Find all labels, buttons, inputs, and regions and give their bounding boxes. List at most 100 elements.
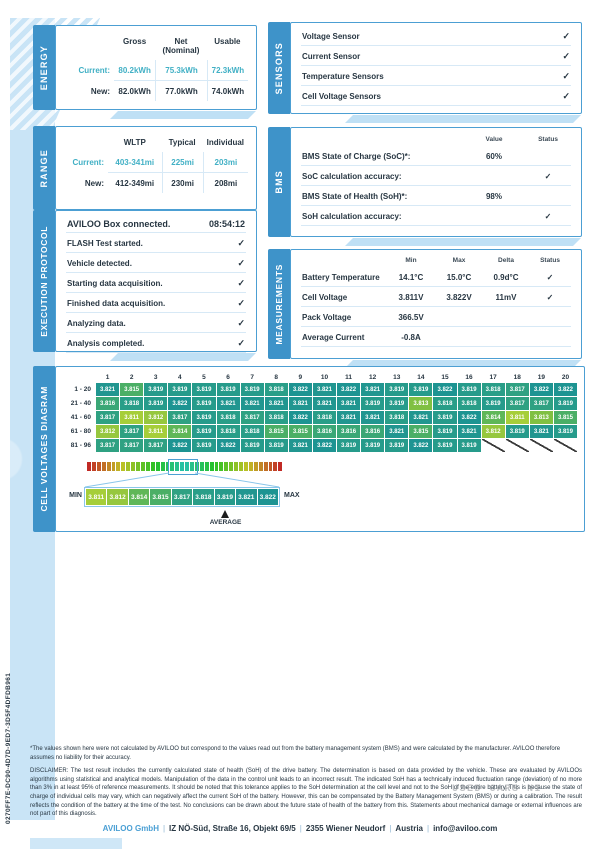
- scale-cell: 3.819: [214, 489, 236, 505]
- cell-voltage-value: 3.819: [144, 383, 168, 396]
- range-col-wltp: WLTP: [123, 138, 146, 147]
- section-cell-voltages: CELL VOLTAGES DIAGRAM 1 2 3 4 5 6 7 8 9 10 11 12 13 1…: [33, 366, 585, 532]
- cell-voltage-value: 3.817: [96, 439, 120, 452]
- cell-voltage-value: 3.822: [409, 439, 433, 452]
- cell-voltage-value: 3.819: [433, 425, 457, 438]
- cell-voltage-value: 3.814: [168, 425, 192, 438]
- grid-col-header: 12: [369, 374, 377, 381]
- spectrum-segment: [239, 462, 243, 471]
- scale-cell: 3.817: [171, 489, 193, 505]
- grid-row-label: 41 - 60: [70, 414, 91, 421]
- cell-voltage-value: 3.822: [433, 383, 457, 396]
- grid-row-label: 81 - 96: [70, 442, 91, 449]
- spectrum-segment: [278, 462, 283, 471]
- spectrum-highlight-box: [168, 459, 198, 475]
- cell-voltages-panel: 1 2 3 4 5 6 7 8 9 10 11 12 13 14 15 16 17 18 19 20 1 - 20 3.8…: [55, 366, 585, 532]
- energy-row-new-label: New:: [90, 87, 110, 96]
- cell-voltage-value: 3.817: [505, 397, 529, 410]
- cell-voltage-value: 3.817: [96, 411, 120, 424]
- cell-voltage-value: 3.819: [505, 425, 529, 438]
- range-tab: RANGE: [33, 126, 55, 210]
- protocol-tab: EXECUTION PROTOCOL: [33, 210, 55, 352]
- cell-voltage-value: 3.819: [385, 439, 409, 452]
- spectrum-segment: [199, 462, 204, 471]
- sensors-tab: SENSORS: [268, 22, 290, 114]
- cell-voltage-value: 3.822: [288, 383, 312, 396]
- spectrum-segment: [253, 462, 258, 471]
- cell-voltage-value: 3.811: [120, 411, 144, 424]
- footer-brand: AVILOO GmbH: [102, 824, 159, 833]
- sensor-label: Voltage Sensor: [302, 31, 360, 41]
- spectrum-segment: [87, 462, 91, 471]
- cell-voltage-value: [529, 439, 553, 452]
- cell-voltage-value: 3.819: [192, 411, 216, 424]
- spectrum-segment: [229, 462, 234, 471]
- grid-row-label: 21 - 40: [70, 400, 91, 407]
- bms-soc-value: 60%: [463, 146, 525, 166]
- spectrum-segment: [194, 462, 199, 471]
- protocol-step-label: Vehicle detected.: [67, 258, 132, 268]
- grid-row-label: 61 - 80: [70, 428, 91, 435]
- cell-voltage-value: 3.821: [385, 425, 409, 438]
- section-range: RANGE WLTP Typical Individual Current: 4…: [33, 126, 257, 219]
- range-panel: WLTP Typical Individual Current: 403-341…: [55, 126, 257, 219]
- footer-separator: |: [162, 824, 166, 833]
- sensors-list: Voltage Sensor ✓ Current Sensor ✓ Temperat…: [291, 23, 581, 106]
- scale-min-label: MIN: [69, 492, 82, 499]
- energy-new-net: 77.0kWh: [155, 81, 207, 101]
- energy-tab: ENERGY: [33, 25, 55, 110]
- cell-voltage-value: 3.812: [96, 425, 120, 438]
- cell-voltage-value: 3.821: [96, 383, 120, 396]
- sensor-row: Current Sensor ✓: [301, 46, 571, 66]
- cell-voltage-value: 3.821: [312, 397, 336, 410]
- cell-voltage-value: 3.818: [240, 425, 264, 438]
- footer-email[interactable]: info@aviloo.com: [433, 824, 498, 833]
- sensor-label: Temperature Sensors: [302, 71, 384, 81]
- cell-voltage-value: 3.819: [553, 397, 577, 410]
- scale-cell: 3.821: [236, 489, 257, 505]
- meas-col-status: Status: [540, 257, 560, 264]
- cell-voltage-value: 3.821: [337, 411, 361, 424]
- cell-voltage-value: 3.821: [361, 411, 385, 424]
- footnote-text: *The values shown here were not calculat…: [30, 746, 561, 761]
- grid-col-header: 6: [226, 374, 230, 381]
- spectrum-segment: [219, 462, 224, 471]
- spectrum-segment: [273, 462, 278, 471]
- range-row-current-label: Current:: [72, 158, 104, 167]
- cell-voltage-value: 3.815: [264, 425, 288, 438]
- meas-packv: 366.5V: [387, 307, 435, 327]
- cell-voltage-value: 3.821: [337, 397, 361, 410]
- cell-voltage-value: 3.815: [288, 425, 312, 438]
- spectrum-segment: [248, 462, 253, 471]
- cell-voltage-value: [481, 439, 505, 452]
- energy-table: Gross Net (Nominal) Usable Current: 80.2…: [56, 26, 256, 101]
- check-icon: ✓: [529, 287, 571, 307]
- meas-temp-max: 15.0°C: [435, 267, 483, 287]
- cell-voltage-value: 3.817: [529, 397, 553, 410]
- range-table: WLTP Typical Individual Current: 403-341…: [56, 127, 256, 193]
- cell-voltage-value: 3.817: [168, 411, 192, 424]
- check-icon: ✓: [237, 257, 245, 268]
- grid-col-header: 10: [320, 374, 329, 381]
- meas-col-delta: Delta: [498, 257, 514, 264]
- range-new-wltp: 412-349mi: [115, 179, 155, 188]
- protocol-step-label: Finished data acquisition.: [67, 298, 166, 308]
- check-icon: ✓: [237, 297, 245, 308]
- protocol-step-label: AVILOO Box connected.: [67, 218, 171, 229]
- scale-cell: 3.812: [107, 489, 128, 505]
- left-decor-bottom: [30, 838, 122, 849]
- energy-current-net: 75.3kWh: [155, 60, 207, 81]
- grid-col-header: 7: [250, 374, 254, 381]
- bms-col-value: Value: [485, 136, 503, 143]
- check-icon: ✓: [237, 317, 245, 328]
- meas-temp-min: 14.1°C: [387, 267, 435, 287]
- cell-voltage-value: 3.822: [337, 383, 361, 396]
- protocol-panel: AVILOO Box connected. 08:54:12 FLASH Test…: [55, 210, 257, 361]
- grid-col-header: 20: [561, 374, 570, 381]
- spectrum-segment: [145, 462, 150, 471]
- grid-col-header: 19: [537, 374, 545, 381]
- cell-voltage-value: 3.822: [529, 383, 553, 396]
- cell-voltage-value: 3.815: [120, 383, 144, 396]
- energy-row-current-label: Current:: [78, 66, 110, 75]
- energy-current-gross: 80.2kWh: [114, 60, 156, 81]
